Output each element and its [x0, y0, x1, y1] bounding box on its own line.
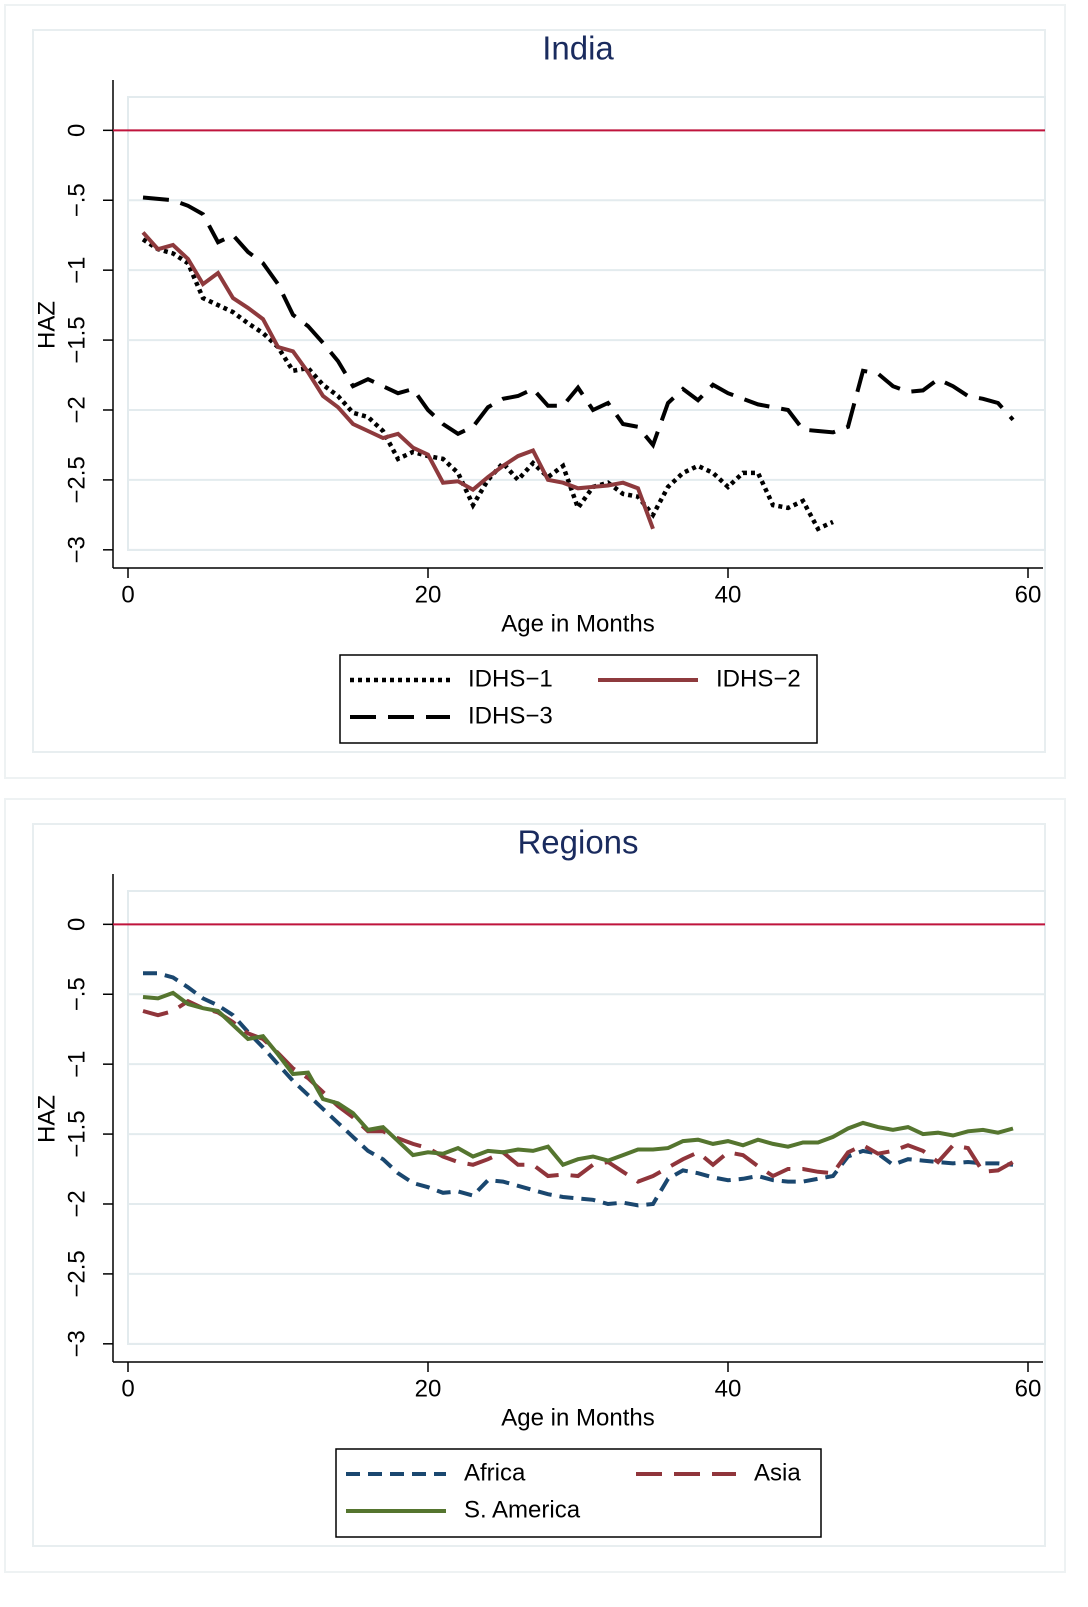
legend-label: Africa — [464, 1459, 526, 1486]
y-tick-label: 0 — [63, 918, 90, 931]
plot-area — [127, 890, 1046, 1345]
legend-label: IDHS−2 — [716, 665, 801, 692]
legend-label: S. America — [464, 1496, 581, 1523]
y-tick-label: −.5 — [63, 977, 90, 1011]
legend-label: IDHS−3 — [468, 702, 553, 729]
chart-title: India — [542, 30, 614, 67]
legend — [335, 1448, 822, 1538]
x-tick-label: 20 — [415, 1375, 442, 1402]
chart-title: Regions — [517, 824, 638, 861]
y-tick-label: −3 — [63, 536, 90, 563]
series-line — [141, 237, 834, 532]
series-line — [141, 231, 655, 530]
y-axis-title: HAZ — [33, 1095, 60, 1143]
x-tick-label: 0 — [121, 1375, 134, 1402]
y-axis-title: HAZ — [33, 301, 60, 349]
x-tick-label: 20 — [415, 581, 442, 608]
x-tick-label: 60 — [1015, 581, 1042, 608]
series-line — [143, 971, 1014, 1208]
y-tick-label: −.5 — [63, 183, 90, 217]
y-tick-label: 0 — [63, 124, 90, 137]
y-tick-label: −2 — [63, 396, 90, 423]
x-tick-label: 40 — [715, 581, 742, 608]
x-tick-label: 0 — [121, 581, 134, 608]
series-line — [142, 195, 1015, 449]
y-tick-label: −2 — [63, 1190, 90, 1217]
series-line — [142, 990, 1014, 1168]
y-tick-label: −3 — [63, 1330, 90, 1357]
legend — [339, 654, 818, 744]
legend-label: Asia — [754, 1459, 801, 1486]
y-tick-label: −2.5 — [63, 456, 90, 503]
y-tick-label: −1 — [63, 256, 90, 283]
y-tick-label: −1.5 — [63, 316, 90, 363]
x-tick-label: 60 — [1015, 1375, 1042, 1402]
y-tick-label: −1 — [63, 1050, 90, 1077]
plot-area — [127, 96, 1046, 551]
legend-label: IDHS−1 — [468, 665, 553, 692]
y-tick-label: −1.5 — [63, 1110, 90, 1157]
y-tick-label: −2.5 — [63, 1250, 90, 1297]
x-axis-title: Age in Months — [501, 610, 654, 637]
x-axis-title: Age in Months — [501, 1404, 654, 1431]
x-tick-label: 40 — [715, 1375, 742, 1402]
series-line — [142, 998, 1014, 1184]
